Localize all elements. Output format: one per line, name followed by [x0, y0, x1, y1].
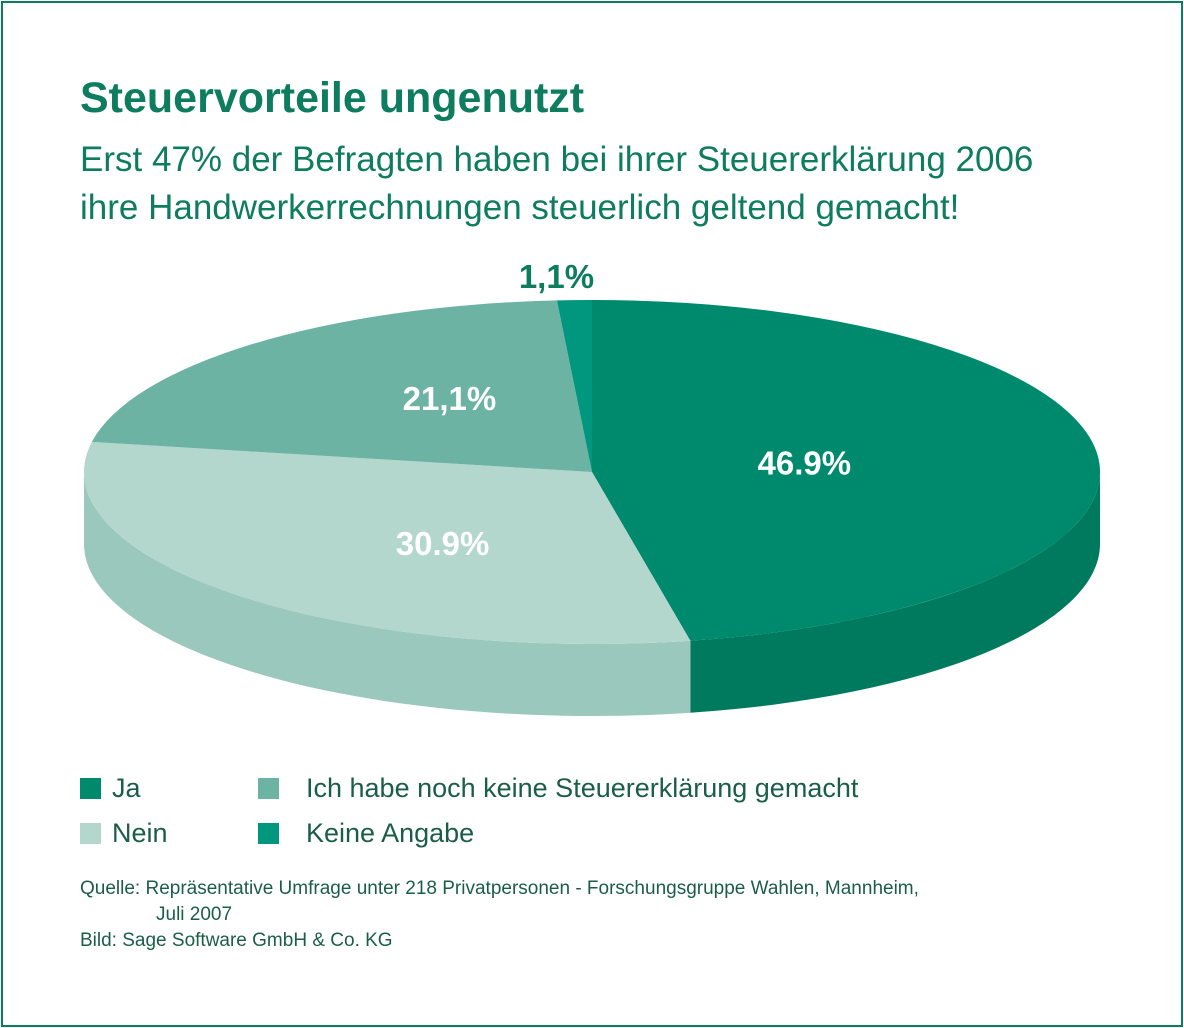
- pie-side-nein: [84, 472, 691, 717]
- legend-swatch-ja: [80, 778, 101, 799]
- legend-label-keine-angabe: Keine Angabe: [306, 818, 475, 848]
- pie-slice-keine-angabe: [556, 300, 592, 472]
- source-line-1: Quelle: Repräsentative Umfrage unter 218…: [80, 878, 919, 899]
- legend-swatch-nein: [80, 823, 101, 844]
- legend-item-keine-angabe: Keine Angabe: [258, 818, 474, 849]
- source-line-2: Juli 2007: [156, 904, 233, 925]
- subtitle-line-1: Erst 47% der Befragten haben bei ihrer S…: [80, 140, 1034, 179]
- legend-label-ja: Ja: [112, 773, 141, 803]
- legend-swatch-keine-steuererklaerung: [258, 778, 279, 799]
- source-note: Quelle: Repräsentative Umfrage unter 218…: [80, 876, 919, 954]
- subtitle-line-2: ihre Handwerkerrechnungen steuerlich gel…: [80, 188, 960, 227]
- legend-item-nein: Nein: [80, 818, 168, 849]
- legend-label-nein: Nein: [112, 818, 168, 848]
- data-label-keine-angabe: 1,1%: [519, 258, 594, 295]
- chart-title: Steuervorteile ungenutzt: [80, 74, 585, 122]
- data-label-nein: 30.9%: [396, 525, 490, 562]
- data-label-ja: 46.9%: [758, 444, 852, 481]
- chart-subtitle: Erst 47% der Befragten haben bei ihrer S…: [80, 136, 1033, 232]
- source-line-3: Bild: Sage Software GmbH & Co. KG: [80, 930, 393, 951]
- legend-label-keine-steuererklaerung: Ich habe noch keine Steuererklärung gema…: [306, 773, 859, 803]
- pie-side-ja: [690, 472, 1100, 713]
- data-label-ich-habe-noch-keine-steuererklarung-gemacht: 21,1%: [403, 380, 497, 417]
- legend-item-keine-steuererklaerung: Ich habe noch keine Steuererklärung gema…: [258, 773, 858, 804]
- legend-swatch-keine-angabe: [258, 823, 279, 844]
- legend-item-ja: Ja: [80, 773, 141, 804]
- pie-slice-ja: [592, 300, 1101, 641]
- pie-slice-ich-habe-noch-keine-steuererklarung-gemacht: [91, 300, 592, 472]
- pie-slice-nein: [83, 441, 691, 645]
